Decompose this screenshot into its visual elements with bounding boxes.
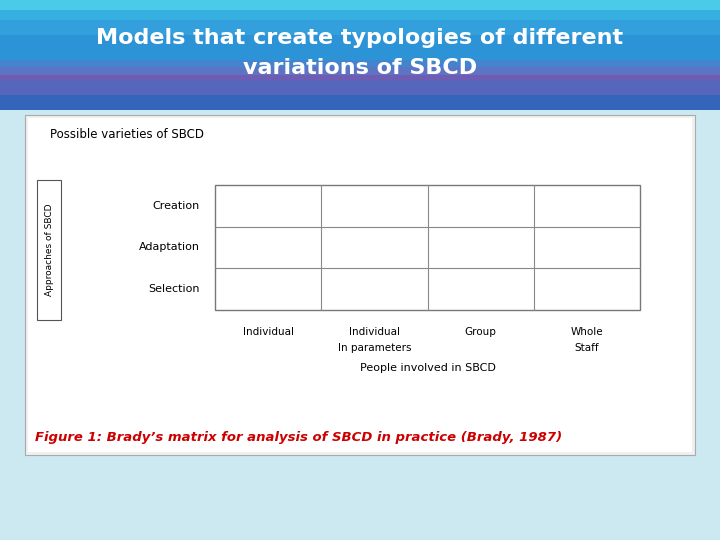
Text: Creation: Creation [153, 201, 200, 211]
Text: In parameters: In parameters [338, 343, 411, 353]
Bar [0, 60, 720, 90]
Text: People involved in SBCD: People involved in SBCD [359, 363, 495, 373]
Bar [37, 180, 61, 320]
Bar [0, 20, 720, 75]
Bar [25, 115, 695, 455]
Bar [0, 10, 720, 70]
Bar [28, 118, 692, 452]
Text: Whole: Whole [570, 327, 603, 337]
Bar [215, 185, 640, 310]
Text: Staff: Staff [575, 343, 599, 353]
Bar [0, 80, 720, 110]
Text: Individual: Individual [349, 327, 400, 337]
Text: Possible varieties of SBCD: Possible varieties of SBCD [50, 129, 204, 141]
Bar [0, 0, 720, 35]
Bar [0, 0, 720, 30]
Text: variations of SBCD: variations of SBCD [243, 58, 477, 78]
Text: Selection: Selection [148, 284, 200, 294]
Text: Models that create typologies of different: Models that create typologies of differe… [96, 28, 624, 48]
Text: Figure 1: Brady’s matrix for analysis of SBCD in practice (Brady, 1987): Figure 1: Brady’s matrix for analysis of… [35, 431, 562, 444]
Text: Adaptation: Adaptation [139, 242, 200, 253]
Bar [0, 67, 720, 95]
Text: Approaches of SBCD: Approaches of SBCD [45, 204, 53, 296]
Text: Individual: Individual [243, 327, 294, 337]
Text: Group: Group [464, 327, 497, 337]
